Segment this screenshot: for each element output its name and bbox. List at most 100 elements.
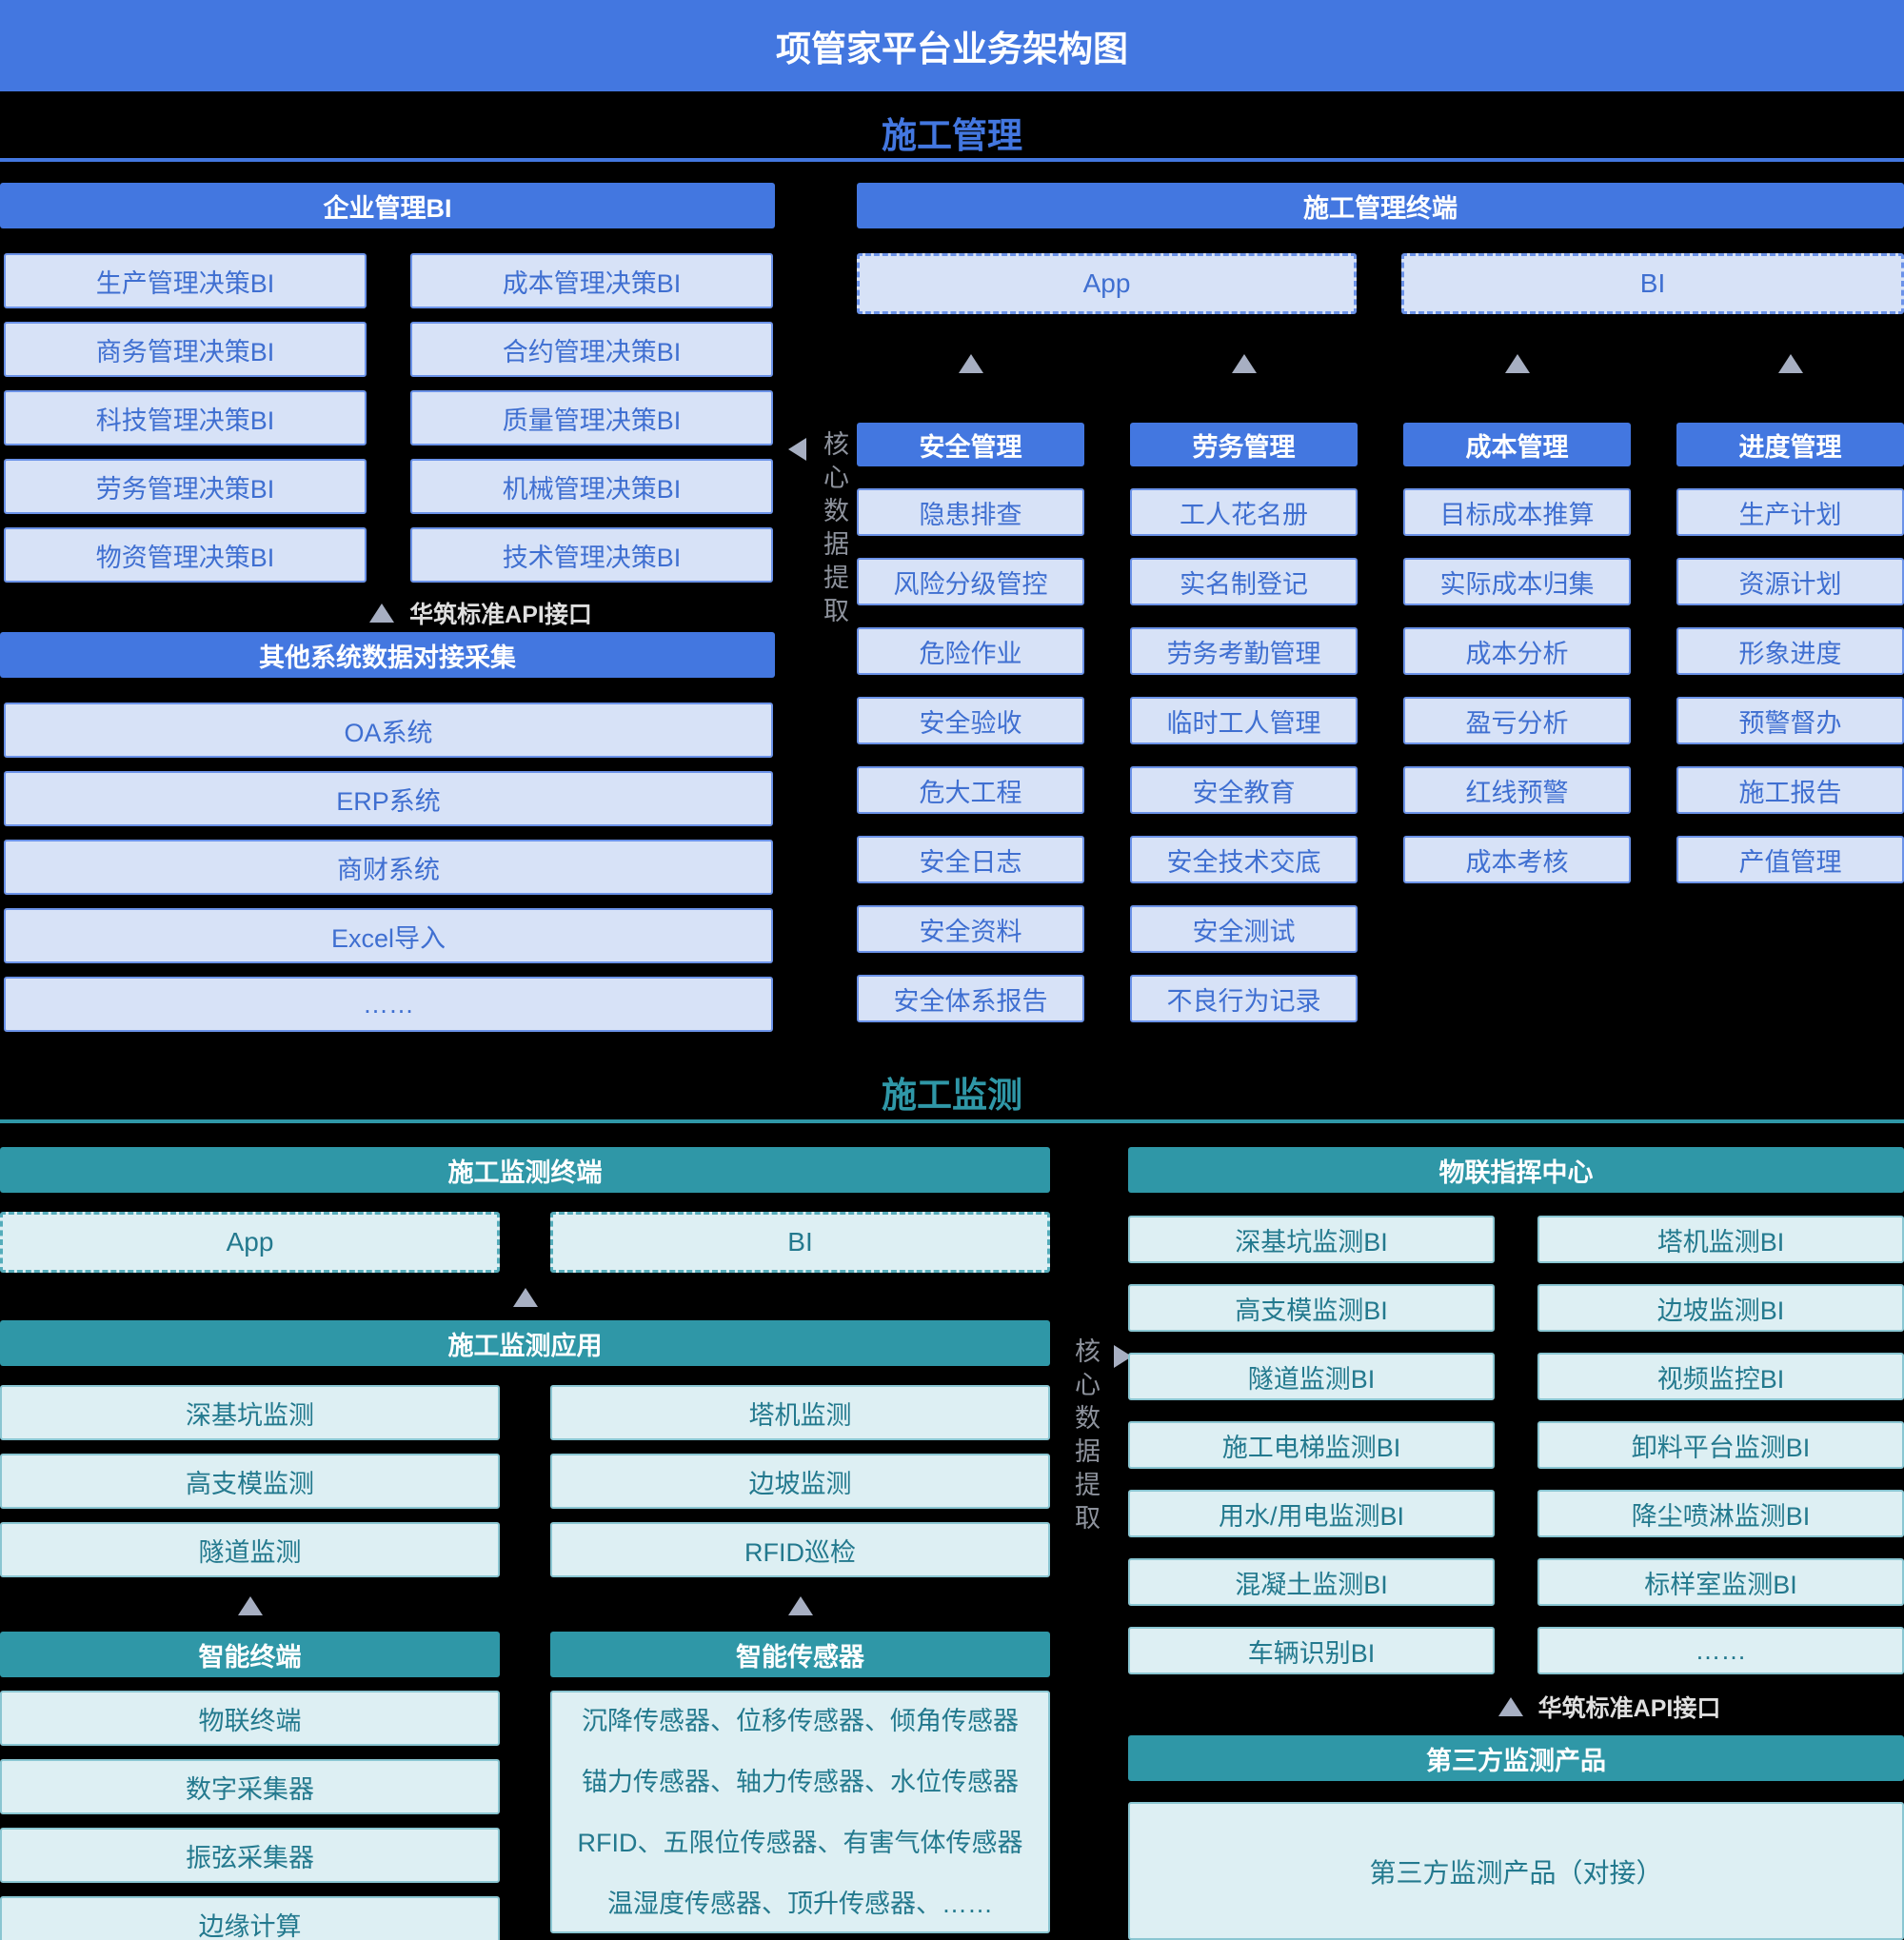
other-system-item: Excel导入: [4, 908, 773, 963]
monitoring-app-item: 深基坑监测: [0, 1385, 500, 1440]
arrow-cell: [1403, 354, 1631, 373]
monitoring-app-item: 边坡监测: [550, 1454, 1050, 1509]
up-arrow-icon: [787, 1596, 813, 1615]
core-data-extraction-label: 核心数据提取: [1071, 1337, 1100, 1537]
core-data-extraction-monitoring: 核心数据提取: [1067, 1337, 1132, 1537]
iot-item: 标样室监测BI: [1537, 1558, 1904, 1606]
sensor-line: 温湿度传感器、顶升传感器、……: [607, 1889, 993, 1918]
iot-item: 边坡监测BI: [1537, 1284, 1904, 1332]
column-item: 危大工程: [857, 766, 1084, 814]
iot-item: ……: [1537, 1627, 1904, 1674]
iot-item: 卸料平台监测BI: [1537, 1421, 1904, 1469]
smart-headers-row: 智能终端 智能传感器: [0, 1632, 1050, 1677]
column-item: 安全技术交底: [1130, 836, 1358, 883]
column-header: 安全管理: [857, 423, 1084, 466]
column-item: 安全资料: [857, 905, 1084, 953]
api-interface-label: 华筑标准API接口: [1537, 1695, 1721, 1722]
enterprise-bi-block: 企业管理BI 生产管理决策BI 成本管理决策BI 商务管理决策BI 合约管理决策…: [0, 183, 775, 583]
management-bi-box: BI: [1401, 253, 1904, 314]
up-arrow-icon: [1497, 1697, 1523, 1716]
smart-terminal-item: 物联终端: [0, 1691, 500, 1746]
up-arrow-icon: [1777, 354, 1803, 373]
column-cost: 成本管理 目标成本推算 实际成本归集 成本分析 盈亏分析 红线预警 成本考核: [1403, 423, 1631, 883]
iot-command-center-header: 物联指挥中心: [1128, 1147, 1904, 1193]
column-item: 实名制登记: [1130, 558, 1358, 605]
monitoring-terminal-header: 施工监测终端: [0, 1147, 1050, 1193]
sensor-line: RFID、五限位传感器、有害气体传感器: [577, 1828, 1023, 1857]
other-system-item: OA系统: [4, 703, 773, 758]
api-interface-label: 华筑标准API接口: [409, 602, 592, 628]
column-item: 产值管理: [1676, 836, 1904, 883]
management-terminal-header: 施工管理终端: [857, 183, 1904, 228]
other-systems-list: OA系统 ERP系统 商财系统 Excel导入 ……: [0, 703, 775, 1032]
other-system-item: ERP系统: [4, 771, 773, 826]
enterprise-bi-item: 物资管理决策BI: [4, 527, 367, 583]
diagram-title-bar: 项管家平台业务架构图: [0, 0, 1904, 91]
management-app-box: App: [857, 253, 1357, 314]
monitoring-app-item: 塔机监测: [550, 1385, 1050, 1440]
other-systems-block: 其他系统数据对接采集 OA系统 ERP系统 商财系统 Excel导入 ……: [0, 632, 775, 1032]
column-item: 实际成本归集: [1403, 558, 1631, 605]
smart-terminal-header: 智能终端: [0, 1632, 500, 1677]
column-labor: 劳务管理 工人花名册 实名制登记 劳务考勤管理 临时工人管理 安全教育 安全技术…: [1130, 423, 1358, 1022]
column-item: 预警督办: [1676, 697, 1904, 744]
smart-sensor-box: 沉降传感器、位移传感器、倾角传感器 锚力传感器、轴力传感器、水位传感器 RFID…: [550, 1691, 1050, 1933]
arrow-cell: [1676, 354, 1904, 373]
iot-item: 用水/用电监测BI: [1128, 1490, 1495, 1537]
iot-item: 施工电梯监测BI: [1128, 1421, 1495, 1469]
third-party-header: 第三方监测产品: [1128, 1735, 1904, 1781]
column-item: 生产计划: [1676, 488, 1904, 536]
section-divider-monitoring: [0, 1119, 1904, 1123]
smart-terminal-list: 物联终端 数字采集器 振弦采集器 边缘计算: [0, 1691, 500, 1940]
management-columns: 安全管理 隐患排查 风险分级管控 危险作业 安全验收 危大工程 安全日志 安全资…: [857, 423, 1904, 1022]
enterprise-bi-item: 机械管理决策BI: [410, 459, 773, 514]
monitoring-terminal-row: App BI: [0, 1212, 1050, 1273]
up-arrow-icon: [512, 1288, 538, 1307]
iot-item: 车辆识别BI: [1128, 1627, 1495, 1674]
smart-terminal-item: 数字采集器: [0, 1759, 500, 1814]
column-item: 工人花名册: [1130, 488, 1358, 536]
iot-item: 隧道监测BI: [1128, 1353, 1495, 1400]
column-item: 成本分析: [1403, 627, 1631, 675]
management-terminal-row: App BI: [857, 253, 1904, 314]
column-item: 安全测试: [1130, 905, 1358, 953]
column-item: 风险分级管控: [857, 558, 1084, 605]
monitoring-app-item: 隧道监测: [0, 1522, 500, 1577]
up-arrow-icon: [1504, 354, 1530, 373]
section-title-monitoring: 施工监测: [882, 1076, 1022, 1115]
api-interface-row-monitoring: 华筑标准API接口: [1221, 1690, 1904, 1724]
column-item: 劳务考勤管理: [1130, 627, 1358, 675]
iot-item: 视频监控BI: [1537, 1353, 1904, 1400]
column-item: 安全体系报告: [857, 975, 1084, 1022]
column-item: 施工报告: [1676, 766, 1904, 814]
up-arrow-icon: [237, 1596, 263, 1615]
enterprise-bi-grid: 生产管理决策BI 成本管理决策BI 商务管理决策BI 合约管理决策BI 科技管理…: [0, 253, 775, 583]
monitoring-terminal-block: 施工监测终端 App BI 施工监测应用 深基坑监测 塔机监测 高支模监测 边坡…: [0, 1147, 1050, 1940]
column-item: 不良行为记录: [1130, 975, 1358, 1022]
enterprise-bi-item: 科技管理决策BI: [4, 390, 367, 445]
column-item: 资源计划: [1676, 558, 1904, 605]
column-item: 安全教育: [1130, 766, 1358, 814]
column-item: 安全日志: [857, 836, 1084, 883]
monitoring-application-grid: 深基坑监测 塔机监测 高支模监测 边坡监测 隧道监测 RFID巡检: [0, 1385, 1050, 1577]
monitoring-app-item: RFID巡检: [550, 1522, 1050, 1577]
enterprise-bi-item: 商务管理决策BI: [4, 322, 367, 377]
enterprise-bi-header: 企业管理BI: [0, 183, 775, 228]
column-item: 红线预警: [1403, 766, 1631, 814]
iot-item: 混凝土监测BI: [1128, 1558, 1495, 1606]
sensor-line: 锚力传感器、轴力传感器、水位传感器: [582, 1767, 1019, 1796]
iot-command-center-grid: 深基坑监测BI 塔机监测BI 高支模监测BI 边坡监测BI 隧道监测BI 视频监…: [1128, 1216, 1904, 1674]
iot-item: 深基坑监测BI: [1128, 1216, 1495, 1263]
column-item: 危险作业: [857, 627, 1084, 675]
column-schedule: 进度管理 生产计划 资源计划 形象进度 预警督办 施工报告 产值管理: [1676, 423, 1904, 883]
iot-item: 塔机监测BI: [1537, 1216, 1904, 1263]
smart-terminal-item: 振弦采集器: [0, 1828, 500, 1883]
page-title: 项管家平台业务架构图: [776, 30, 1128, 69]
monitoring-bi-box: BI: [550, 1212, 1050, 1273]
column-header: 成本管理: [1403, 423, 1631, 466]
iot-command-center-block: 物联指挥中心 深基坑监测BI 塔机监测BI 高支模监测BI 边坡监测BI 隧道监…: [1128, 1147, 1904, 1940]
column-item: 安全验收: [857, 697, 1084, 744]
section-divider-management: [0, 158, 1904, 162]
enterprise-bi-item: 生产管理决策BI: [4, 253, 367, 308]
